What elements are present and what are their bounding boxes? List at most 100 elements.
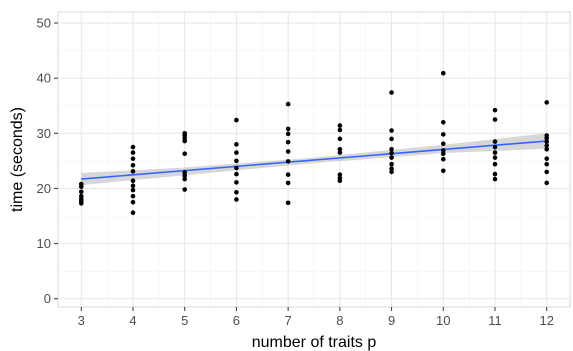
data-point (130, 183, 136, 188)
data-point (130, 156, 136, 161)
data-point (544, 143, 550, 148)
data-point (544, 133, 550, 138)
data-point (130, 169, 136, 174)
data-point (389, 169, 394, 175)
data-point (389, 90, 394, 95)
data-point (130, 210, 136, 216)
data-point (234, 165, 239, 171)
fit-line-group (81, 140, 547, 180)
data-point (234, 190, 239, 195)
y-axis-title: time (seconds) (9, 107, 26, 212)
regression-line (81, 140, 547, 180)
data-point (78, 181, 84, 187)
data-point (389, 128, 394, 133)
data-point (544, 156, 550, 161)
data-point (130, 199, 136, 205)
data-point (337, 146, 343, 152)
data-point (389, 150, 394, 156)
data-point (182, 131, 188, 136)
data-point (182, 173, 188, 179)
data-point (389, 155, 394, 160)
data-point (337, 127, 343, 133)
data-point (440, 151, 446, 157)
data-point (389, 161, 394, 167)
data-point (78, 189, 84, 195)
data-point (492, 171, 498, 177)
data-point (182, 151, 188, 157)
data-point (440, 70, 446, 76)
x-tick-label: 7 (285, 313, 292, 328)
data-point (78, 193, 84, 199)
data-point (285, 131, 291, 137)
data-point (337, 150, 343, 155)
data-point (285, 180, 291, 186)
confidence-band (81, 133, 547, 186)
x-tick-label: 4 (129, 313, 136, 328)
x-tick-label: 9 (388, 313, 395, 328)
data-point (440, 132, 446, 137)
data-point (492, 176, 498, 182)
data-point (544, 169, 550, 175)
data-point (337, 136, 343, 142)
data-point (285, 149, 291, 154)
x-tick-label: 8 (336, 313, 343, 328)
data-point (234, 197, 239, 202)
data-point (492, 117, 498, 122)
data-point (130, 150, 136, 155)
x-tick-label: 10 (436, 313, 450, 328)
axes-group: 3 4 5 6 7 8 9 10 11 12 0 10 20 30 40 50 (37, 16, 554, 328)
data-point (492, 155, 498, 160)
data-point (389, 146, 394, 152)
x-tick-label: 5 (181, 313, 188, 328)
data-point (285, 139, 291, 145)
data-point (440, 141, 446, 147)
data-point (182, 176, 188, 182)
data-point (234, 158, 239, 164)
data-point (285, 159, 291, 164)
x-axis-title: number of traits p (252, 334, 377, 351)
data-point (182, 187, 188, 192)
data-point (492, 144, 498, 150)
data-point (544, 180, 550, 186)
data-point (440, 168, 446, 174)
y-tick-label: 10 (37, 236, 51, 251)
y-tick-label: 50 (37, 16, 51, 31)
data-point (389, 166, 394, 171)
data-point (234, 117, 239, 123)
data-point (337, 175, 343, 181)
x-tick-label: 12 (539, 313, 553, 328)
data-point (440, 148, 446, 153)
y-tick-label: 30 (37, 126, 51, 141)
data-point (544, 161, 550, 167)
data-point (285, 200, 291, 206)
x-tick-label: 11 (488, 313, 502, 328)
y-tick-label: 0 (44, 291, 51, 306)
points-group (78, 70, 550, 216)
data-point (130, 144, 136, 150)
data-point (234, 150, 239, 155)
y-tick-label: 40 (37, 71, 51, 86)
data-point (130, 187, 136, 193)
x-tick-label: 6 (233, 313, 240, 328)
data-point (285, 126, 291, 132)
data-point (492, 161, 498, 167)
data-point (234, 171, 239, 177)
data-point (130, 162, 136, 168)
data-point (389, 136, 394, 142)
y-tick-label: 20 (37, 181, 51, 196)
data-point (234, 180, 239, 185)
data-point (544, 139, 550, 144)
data-point (544, 146, 550, 152)
data-point (337, 172, 343, 177)
data-point (285, 172, 291, 177)
data-point (492, 139, 498, 144)
data-point (130, 193, 136, 199)
data-point (440, 156, 446, 162)
x-tick-label: 3 (78, 313, 85, 328)
data-point (234, 142, 239, 147)
data-point (492, 107, 498, 113)
data-point (182, 170, 188, 175)
data-point (492, 150, 498, 155)
confidence-band-group (81, 133, 547, 186)
